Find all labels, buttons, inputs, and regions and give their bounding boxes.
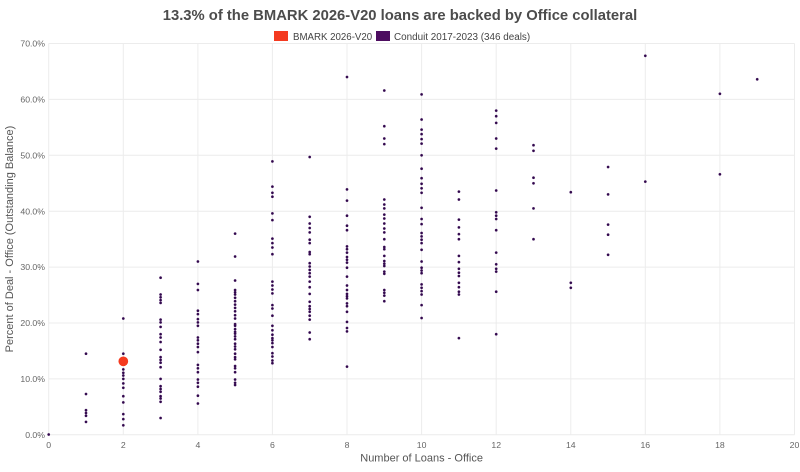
svg-text:Percent of Deal - Office (Outs: Percent of Deal - Office (Outstanding Ba…: [4, 126, 16, 353]
svg-text:10.0%: 10.0%: [20, 374, 45, 384]
svg-text:0: 0: [46, 440, 51, 450]
svg-text:0.0%: 0.0%: [25, 430, 45, 440]
svg-text:18: 18: [715, 440, 725, 450]
svg-text:70.0%: 70.0%: [20, 39, 45, 49]
svg-text:14: 14: [566, 440, 576, 450]
svg-text:2: 2: [121, 440, 126, 450]
svg-text:10: 10: [417, 440, 427, 450]
svg-text:Number of Loans - Office: Number of Loans - Office: [360, 453, 483, 465]
svg-text:16: 16: [640, 440, 650, 450]
svg-text:60.0%: 60.0%: [20, 95, 45, 105]
svg-text:13.3% of the BMARK 2026-V20 lo: 13.3% of the BMARK 2026-V20 loans are ba…: [163, 8, 638, 24]
svg-text:8: 8: [345, 440, 350, 450]
svg-text:50.0%: 50.0%: [20, 150, 45, 160]
svg-text:6: 6: [270, 440, 275, 450]
svg-text:Conduit 2017-2023 (346 deals): Conduit 2017-2023 (346 deals): [394, 32, 530, 43]
svg-text:20.0%: 20.0%: [20, 318, 45, 328]
svg-text:20: 20: [790, 440, 800, 450]
svg-text:12: 12: [491, 440, 501, 450]
svg-text:40.0%: 40.0%: [20, 206, 45, 216]
svg-text:4: 4: [195, 440, 200, 450]
svg-text:30.0%: 30.0%: [20, 262, 45, 272]
svg-text:BMARK 2026-V20: BMARK 2026-V20: [293, 32, 373, 43]
